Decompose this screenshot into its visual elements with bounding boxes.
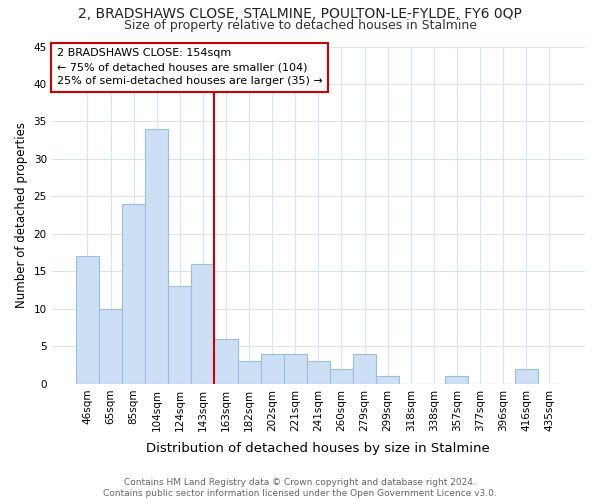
Bar	[260, 354, 284, 384]
Bar	[376, 376, 399, 384]
Bar	[515, 369, 538, 384]
Y-axis label: Number of detached properties: Number of detached properties	[15, 122, 28, 308]
Text: Contains HM Land Registry data © Crown copyright and database right 2024.
Contai: Contains HM Land Registry data © Crown c…	[103, 478, 497, 498]
Bar	[99, 309, 122, 384]
Text: 2 BRADSHAWS CLOSE: 154sqm
← 75% of detached houses are smaller (104)
25% of semi: 2 BRADSHAWS CLOSE: 154sqm ← 75% of detac…	[57, 48, 323, 86]
Bar	[122, 204, 145, 384]
Bar	[353, 354, 376, 384]
Bar	[284, 354, 307, 384]
Bar	[76, 256, 99, 384]
Bar	[307, 362, 330, 384]
Bar	[214, 339, 238, 384]
Text: Size of property relative to detached houses in Stalmine: Size of property relative to detached ho…	[124, 19, 476, 32]
Text: 2, BRADSHAWS CLOSE, STALMINE, POULTON-LE-FYLDE, FY6 0QP: 2, BRADSHAWS CLOSE, STALMINE, POULTON-LE…	[78, 8, 522, 22]
Bar	[145, 129, 168, 384]
Bar	[168, 286, 191, 384]
Bar	[238, 362, 260, 384]
Bar	[330, 369, 353, 384]
X-axis label: Distribution of detached houses by size in Stalmine: Distribution of detached houses by size …	[146, 442, 490, 455]
Bar	[445, 376, 469, 384]
Bar	[191, 264, 214, 384]
